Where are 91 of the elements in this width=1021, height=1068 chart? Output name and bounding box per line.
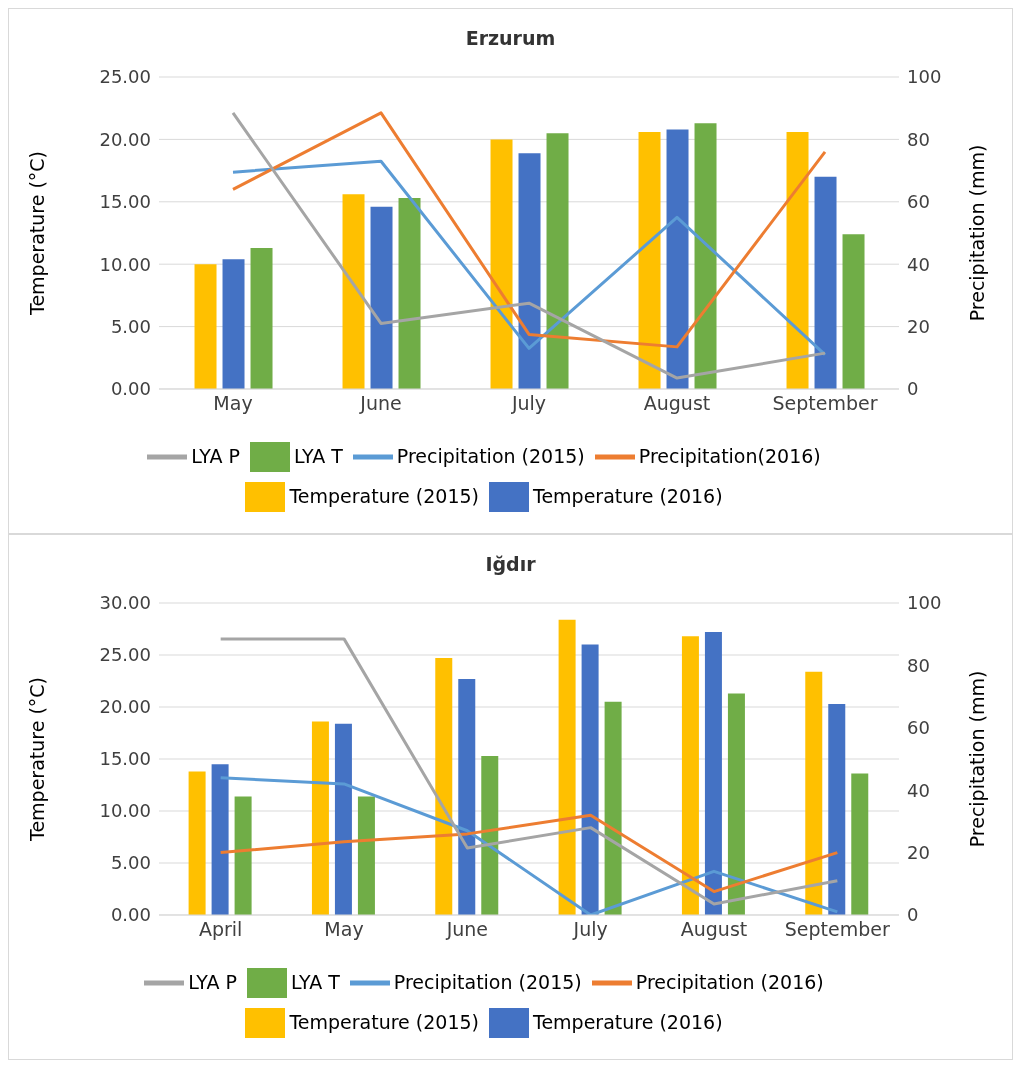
line-series [219, 637, 839, 906]
bar [786, 131, 809, 389]
bar [370, 206, 393, 389]
bar [604, 701, 622, 915]
y2-tick-label: 80 [907, 128, 930, 150]
line-series [231, 159, 827, 357]
y2-tick-label: 0 [907, 904, 919, 926]
bar [581, 644, 599, 915]
bar [694, 123, 717, 389]
x-tick-label: September [772, 392, 878, 415]
legend-label: Temperature (2015) [289, 1010, 479, 1033]
y-tick-label: 5.00 [110, 315, 151, 337]
x-tick-label: June [359, 392, 402, 415]
y-tick-label: 20.00 [99, 128, 151, 150]
bar [638, 131, 661, 389]
line-series [219, 776, 839, 915]
bar [704, 632, 722, 915]
legend-label: Precipitation (2016) [635, 970, 824, 993]
bar [727, 693, 745, 915]
bar [188, 771, 206, 915]
legend-label: Precipitation (2015) [393, 970, 582, 993]
y-tick-label: 15.00 [99, 191, 151, 213]
bar [194, 264, 217, 389]
legend-label: Precipitation(2016) [638, 444, 821, 467]
legend-label: Temperature (2015) [289, 484, 479, 507]
line-series [219, 813, 839, 894]
bar [334, 723, 352, 915]
y-tick-label: 10.00 [99, 253, 151, 275]
x-tick-label: September [784, 918, 891, 941]
x-tick-label: June [445, 918, 489, 941]
bar [814, 176, 837, 389]
y2-tick-label: 60 [907, 717, 930, 739]
y-tick-label: 25.00 [99, 644, 151, 666]
y-tick-label: 25.00 [99, 66, 151, 88]
legend-label: LYA T [293, 444, 343, 467]
y2-tick-label: 20 [907, 315, 930, 337]
legend-label: LYA T [290, 970, 340, 993]
bar [481, 755, 499, 915]
x-tick-label: May [324, 918, 364, 941]
x-tick-label: May [213, 392, 253, 415]
legend-label: Temperature (2016) [533, 484, 723, 507]
y-tick-label: 30.00 [99, 592, 151, 614]
bar [558, 619, 576, 915]
y-tick-label: 5.00 [110, 852, 151, 874]
y2-tick-label: 40 [907, 779, 930, 801]
bar [828, 703, 846, 915]
y2-axis-title: Precipitation (mm) [965, 144, 988, 322]
bar [666, 129, 689, 389]
bar [842, 234, 865, 389]
chart-title: Iğdır [484, 552, 537, 577]
legend-label: LYA P [188, 970, 237, 993]
y2-axis-title: Precipitation (mm) [965, 670, 988, 848]
x-tick-label: July [572, 918, 608, 941]
bar [435, 658, 453, 915]
y2-tick-label: 100 [907, 592, 942, 614]
legend-label: Temperature (2016) [533, 1010, 723, 1033]
y-tick-label: 0.00 [110, 378, 151, 400]
y2-tick-label: 80 [907, 654, 930, 676]
bar [357, 796, 375, 915]
bar [211, 764, 229, 915]
y-tick-label: 10.00 [99, 800, 151, 822]
bar [398, 198, 421, 389]
y-tick-label: 0.00 [110, 904, 151, 926]
y2-tick-label: 20 [907, 841, 930, 863]
bar [458, 678, 476, 915]
bar [234, 796, 252, 915]
bar [250, 247, 273, 389]
x-tick-label: August [643, 392, 711, 415]
y2-tick-label: 40 [907, 253, 930, 275]
y-tick-label: 20.00 [99, 696, 151, 718]
legend-label: LYA P [191, 444, 240, 467]
bar [681, 636, 699, 915]
y-tick-label: 15.00 [99, 748, 151, 770]
y-axis-title: Temperature (°C) [25, 151, 48, 316]
bar [805, 671, 823, 915]
y-axis-title: Temperature (°C) [25, 677, 48, 842]
bar [490, 139, 513, 389]
bar [851, 773, 869, 915]
y2-tick-label: 60 [907, 191, 930, 213]
bar [518, 153, 541, 389]
bar [546, 133, 569, 389]
y2-tick-label: 100 [907, 66, 942, 88]
chart-title: Erzurum [464, 26, 557, 51]
x-tick-label: April [198, 918, 243, 941]
x-tick-label: August [680, 918, 748, 941]
legend-label: Precipitation (2015) [396, 444, 585, 467]
bar [342, 194, 365, 389]
bar [311, 721, 329, 915]
x-tick-label: July [510, 392, 547, 415]
y2-tick-label: 0 [907, 378, 919, 400]
bar [222, 259, 245, 389]
